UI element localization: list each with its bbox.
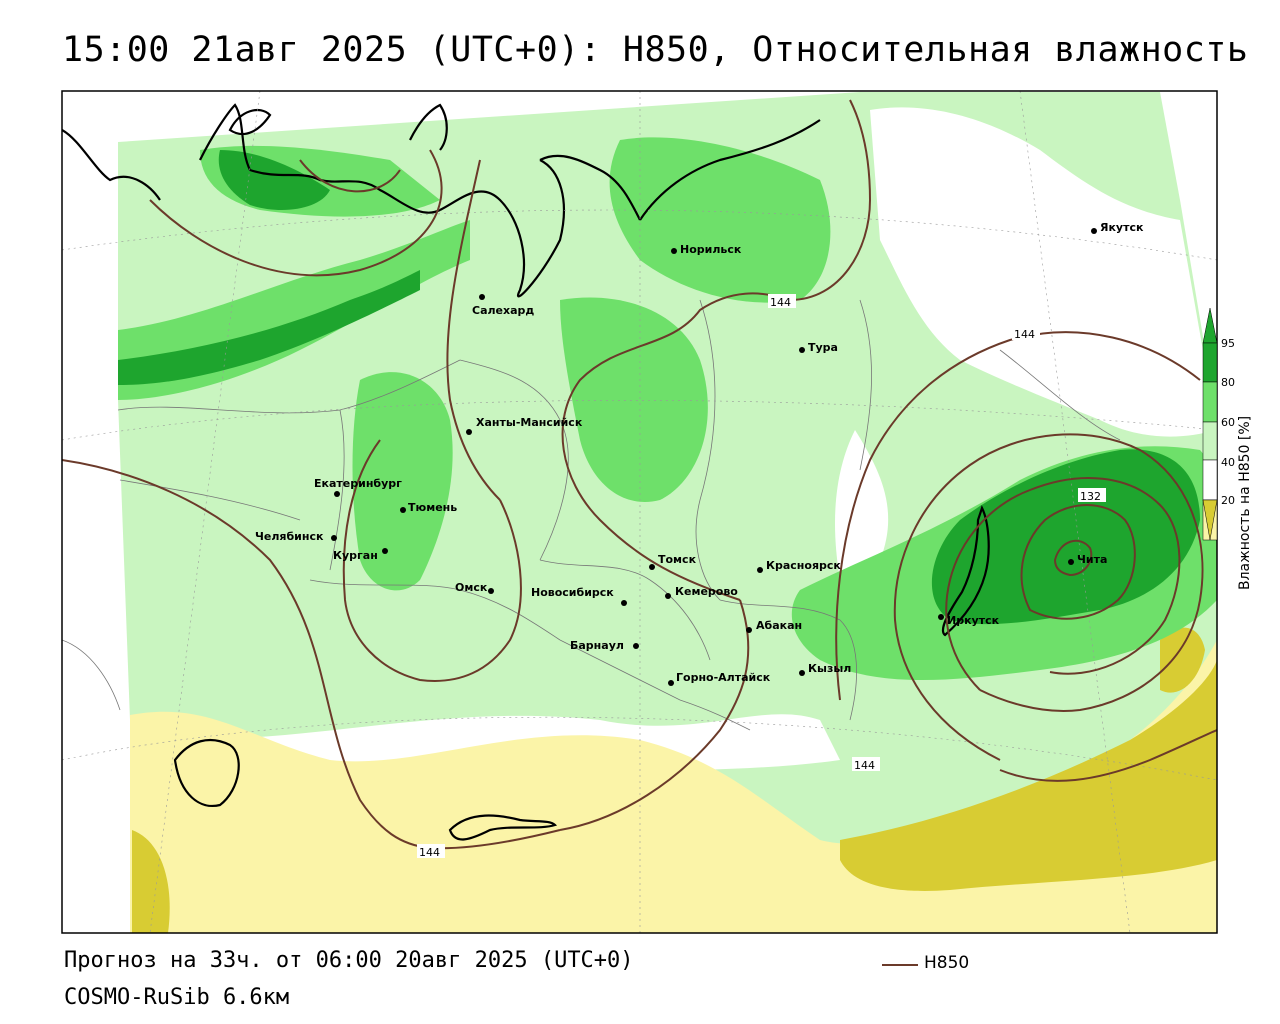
city-irkutsk: Иркутск [938,614,1000,627]
dry-white-east-center [835,430,889,580]
city-ekaterinburg: Екатеринбург [314,477,402,497]
wet-region-urals [352,372,453,591]
colorbar-tick-95: 95 [1221,337,1235,350]
h850-isolines [62,99,1217,850]
city-krasnoyarsk: Красноярск [757,559,841,573]
h850-legend-swatch [882,964,918,966]
very-wet-core-yamal [218,150,330,210]
city-kurgan: Курган [333,548,388,562]
coastlines [62,103,990,841]
city-norilsk: Норильск [671,243,742,256]
city-tura: Тура [799,341,838,354]
city-abakan: Абакан [746,619,802,633]
city-barnaul: Барнаул [570,639,639,652]
city-novosibirsk: Новосибирск [531,586,627,606]
svg-text:Иркутск: Иркутск [947,614,1000,627]
very-wet-core-northwest [118,270,420,385]
svg-text:Тура: Тура [808,341,838,354]
very-dry-patch-east [1160,627,1205,693]
colorbar-seg-moist [1202,421,1218,461]
city-kemerovo: Кемерово [665,585,738,599]
colorbar-bottom-triangle [1202,499,1218,541]
svg-text:Екатеринбург: Екатеринбург [314,477,402,490]
isoline-label-4: 144 [854,759,875,772]
very-wet-core-chita [931,449,1200,625]
wet-region-arctic [609,137,831,303]
svg-text:Норильск: Норильск [680,243,742,256]
svg-text:Новосибирск: Новосибирск [531,586,614,599]
svg-text:Кызыл: Кызыл [808,662,851,675]
wet-region-center [560,297,708,502]
svg-text:Ханты-Мансийск: Ханты-Мансийск [476,416,583,429]
colorbar: 95 80 60 40 20 [1202,307,1235,541]
forecast-info: Прогноз на 33ч. от 06:00 20авг 2025 (UTC… [64,948,634,973]
colorbar-tick-40: 40 [1221,456,1235,469]
map-title: 15:00 21авг 2025 (UTC+0): H850, Относите… [62,30,1249,70]
cities: Якутск Норильск Салехард Тура Ханты-Манс… [255,221,1144,686]
colorbar-tick-80: 80 [1221,376,1235,389]
svg-text:Абакан: Абакан [756,619,802,632]
dry-white-northeast [870,107,1217,437]
colorbar-seg-wet [1202,381,1218,423]
very-dry-patch-southeast [840,660,1217,891]
colorbar-tick-20: 20 [1221,494,1235,507]
svg-text:Салехард: Салехард [472,304,534,317]
svg-text:Горно-Алтайск: Горно-Алтайск [676,671,771,684]
colorbar-seg-very-wet [1202,342,1218,383]
svg-text:Барнаул: Барнаул [570,639,624,652]
city-omsk: Омск [455,581,494,594]
isoline-label-5: 144 [419,846,440,859]
city-chelyabinsk: Челябинск [255,530,337,543]
colorbar-seg-mid [1202,459,1218,501]
city-yakutsk: Якутск [1091,221,1144,234]
svg-text:Омск: Омск [455,581,488,594]
colorbar-title: Влажность на H850 [%] [1237,415,1253,590]
svg-text:Тюмень: Тюмень [408,501,457,514]
isoline-label-2: 144 [1014,328,1035,341]
region-borders [62,299,1121,731]
svg-text:Чита: Чита [1077,553,1107,566]
svg-text:Кемерово: Кемерово [675,585,738,598]
model-name: COSMO-RuSib 6.6км [64,985,290,1010]
graticule [62,91,1217,933]
city-salekhard: Салехард [472,294,534,317]
colorbar-top-triangle [1202,307,1218,344]
very-dry-patch-west [132,830,170,933]
isoline-label-1: 144 [770,296,791,309]
svg-text:Якутск: Якутск [1100,221,1144,234]
city-gorno-altaysk: Горно-Алтайск [668,671,771,686]
city-tyumen: Тюмень [400,501,457,514]
city-kyzyl: Кызыл [799,662,851,676]
h850-legend-label: H850 [924,953,970,973]
svg-text:Курган: Курган [333,549,378,562]
svg-text:Красноярск: Красноярск [766,559,841,572]
isoline-label-3: 132 [1080,490,1101,503]
city-chita: Чита [1068,553,1107,566]
city-khanty-mansiysk: Ханты-Мансийск [466,416,583,435]
svg-text:Томск: Томск [658,553,697,566]
isoline-labels: 144 144 132 144 144 [417,294,1106,859]
city-tomsk: Томск [649,553,697,570]
colorbar-tick-60: 60 [1221,416,1235,429]
svg-text:Челябинск: Челябинск [255,530,324,543]
